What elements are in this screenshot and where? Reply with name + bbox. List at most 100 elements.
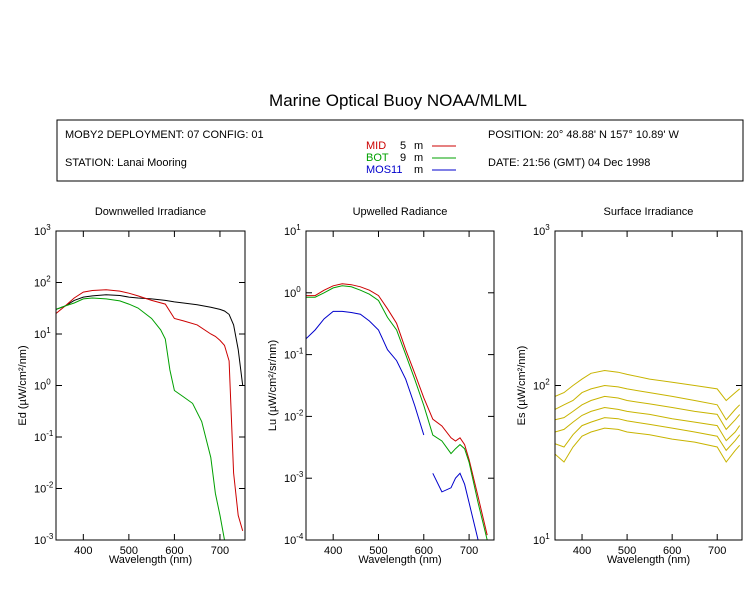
series-group [306,283,488,540]
plot-frame [305,230,495,541]
series-line-2 [555,384,741,421]
x-tick-label: 600 [663,545,681,557]
plot-frame [55,230,246,541]
y-tick-label: 10-3 [284,470,304,485]
y-tick-exp: 2 [46,275,51,284]
y-tick-exp: -1 [46,429,54,438]
y-tick-base: 10 [34,226,46,238]
y-tick-exp: -3 [296,470,304,479]
x-tick-label: 700 [708,545,726,557]
y-tick-exp: -3 [46,532,54,541]
series-line-2 [306,285,488,540]
series-line-6 [555,427,741,463]
y-tick-label: 10-4 [284,532,304,547]
y-tick-label: 100 [34,378,51,393]
y-tick-base: 10 [533,535,545,547]
y-tick-base: 10 [34,535,46,547]
legend-name-mos: MOS11 [366,164,402,176]
series-group [56,289,244,540]
y-tick-exp: 0 [296,285,301,294]
y-tick-exp: -2 [296,408,304,417]
y-tick-label: 10-2 [34,481,54,496]
y-tick-base: 10 [284,226,296,238]
y-tick-base: 10 [533,381,545,393]
x-tick-label: 700 [211,545,229,557]
x-tick-label: 600 [415,545,433,557]
y-tick-label: 10-1 [284,347,304,362]
y-tick-base: 10 [284,473,296,485]
x-tick-label: 400 [74,545,92,557]
y-tick-label: 101 [284,223,301,238]
x-axis-label: Wavelength (nm) [358,554,441,566]
y-axis-label: Lu (µW/cm²/sr/nm) [267,340,279,431]
y-tick-label: 103 [34,223,51,238]
deployment-text: MOBY2 DEPLOYMENT: 07 CONFIG: 01 [65,129,264,141]
y-tick-base: 10 [34,381,46,393]
series-line-1 [555,369,741,402]
series-line-4 [555,406,741,442]
x-tick-label: 400 [573,545,591,557]
series-line-1 [306,283,488,536]
legend-name-mid: MID [366,140,386,152]
y-tick-label: 102 [34,275,51,290]
x-tick-label: 600 [165,545,183,557]
x-tick-label: 500 [369,545,387,557]
chart-title: Upwelled Radiance [353,206,448,218]
y-tick-label: 101 [34,326,51,341]
station-text: STATION: Lanai Mooring [65,157,187,169]
y-tick-base: 10 [533,226,545,238]
y-tick-exp: 3 [46,223,51,232]
y-axis-label: Ed (µW/cm²/nm) [17,345,29,425]
date-text: DATE: 21:56 (GMT) 04 Dec 1998 [488,157,650,169]
y-tick-label: 100 [284,285,301,300]
series-line-2 [56,289,244,532]
figure-title: Marine Optical Buoy NOAA/MLML [269,91,527,110]
info-box: MOBY2 DEPLOYMENT: 07 CONFIG: 01 STATION:… [56,119,744,182]
y-tick-exp: 2 [545,378,550,387]
legend-unit-bot: m [414,152,423,164]
y-tick-base: 10 [34,329,46,341]
series-line-3 [306,310,425,436]
y-tick-label: 101 [533,532,550,547]
legend-unit-mid: m [414,140,423,152]
y-tick-base: 10 [284,411,296,423]
y-tick-exp: 1 [46,326,51,335]
chart-title: Downwelled Irradiance [95,206,206,218]
series-group [555,369,741,463]
y-tick-base: 10 [284,535,296,547]
y-tick-label: 103 [533,223,550,238]
y-tick-base: 10 [284,288,296,300]
y-tick-base: 10 [34,484,46,496]
x-tick-label: 700 [460,545,478,557]
series-line-3 [56,297,243,540]
series-line-1 [56,294,244,386]
legend-name-bot: BOT [366,152,389,164]
y-tick-label: 10-2 [284,408,304,423]
y-tick-exp: -1 [296,347,304,356]
chart-title: Surface Irradiance [604,206,694,218]
depth-legend: MID 5 m BOT 9 m MOS11 m [366,140,456,176]
series-line-5 [555,417,741,452]
series-line-4 [432,472,479,540]
y-tick-base: 10 [34,278,46,290]
x-tick-label: 400 [324,545,342,557]
position-text: POSITION: 20° 48.88' N 157° 10.89' W [488,129,680,141]
y-tick-exp: 1 [545,532,550,541]
y-tick-exp: 1 [296,223,301,232]
y-tick-exp: -2 [46,481,54,490]
plot-frame [554,230,743,541]
y-tick-exp: -4 [296,532,304,541]
x-tick-label: 500 [618,545,636,557]
x-tick-label: 500 [120,545,138,557]
y-axis-label: Es (µW/cm²/nm) [516,346,528,426]
x-axis-label: Wavelength (nm) [607,554,690,566]
x-axis-label: Wavelength (nm) [109,554,192,566]
y-tick-exp: 3 [545,223,550,232]
legend-depth-bot: 9 [400,152,406,164]
legend-depth-mid: 5 [400,140,406,152]
